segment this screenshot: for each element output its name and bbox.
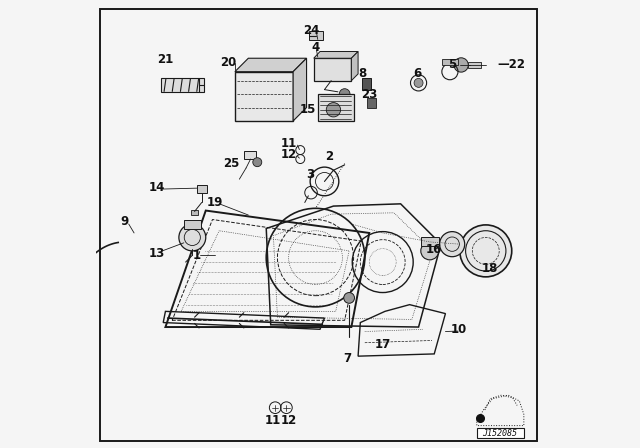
Text: 12: 12 [280, 414, 297, 427]
Text: 6: 6 [413, 67, 422, 81]
Polygon shape [351, 52, 358, 81]
Text: 8: 8 [358, 67, 366, 81]
Polygon shape [293, 58, 307, 121]
Text: 7: 7 [343, 352, 351, 365]
Bar [362, 78, 371, 90]
Polygon shape [314, 58, 351, 81]
Text: 2: 2 [325, 150, 333, 164]
Circle shape [414, 78, 423, 87]
Text: 24: 24 [303, 24, 319, 37]
Circle shape [326, 103, 340, 117]
Circle shape [421, 242, 439, 260]
Polygon shape [317, 94, 353, 121]
Bar [184, 220, 201, 229]
Text: 23: 23 [362, 87, 378, 101]
Text: 15: 15 [300, 103, 316, 116]
Polygon shape [314, 52, 358, 58]
Bar [367, 98, 376, 108]
Text: 17: 17 [374, 338, 391, 352]
Polygon shape [235, 58, 307, 72]
Circle shape [460, 225, 512, 277]
Bar [161, 78, 204, 92]
Text: 4: 4 [312, 41, 319, 55]
Text: 1: 1 [193, 249, 201, 262]
Text: 21: 21 [157, 52, 173, 66]
Text: 3: 3 [306, 168, 314, 181]
Text: 18: 18 [482, 262, 499, 276]
Text: 12: 12 [280, 148, 297, 161]
Circle shape [253, 158, 262, 167]
Text: 20: 20 [221, 56, 237, 69]
Circle shape [339, 89, 350, 99]
Text: 10: 10 [451, 323, 467, 336]
Text: 11: 11 [265, 414, 281, 427]
Text: 5: 5 [448, 58, 456, 72]
Bar [191, 210, 198, 215]
Text: 13: 13 [148, 246, 164, 260]
Circle shape [344, 293, 355, 303]
Bar [421, 237, 439, 246]
Circle shape [440, 232, 465, 257]
Text: 19: 19 [207, 196, 223, 209]
Polygon shape [235, 72, 293, 121]
Text: 9: 9 [120, 215, 129, 228]
Circle shape [179, 224, 206, 251]
Bar [442, 59, 458, 65]
Text: 16: 16 [426, 243, 442, 257]
Bar [197, 185, 207, 193]
Text: —22: —22 [497, 58, 525, 72]
Text: 14: 14 [148, 181, 164, 194]
Bar [244, 151, 257, 159]
Text: 25: 25 [223, 157, 239, 170]
Text: 11: 11 [280, 137, 297, 150]
Bar [477, 428, 524, 438]
Circle shape [454, 58, 468, 72]
Bar [309, 31, 323, 40]
Bar [468, 62, 481, 68]
Text: J152085: J152085 [483, 429, 518, 438]
